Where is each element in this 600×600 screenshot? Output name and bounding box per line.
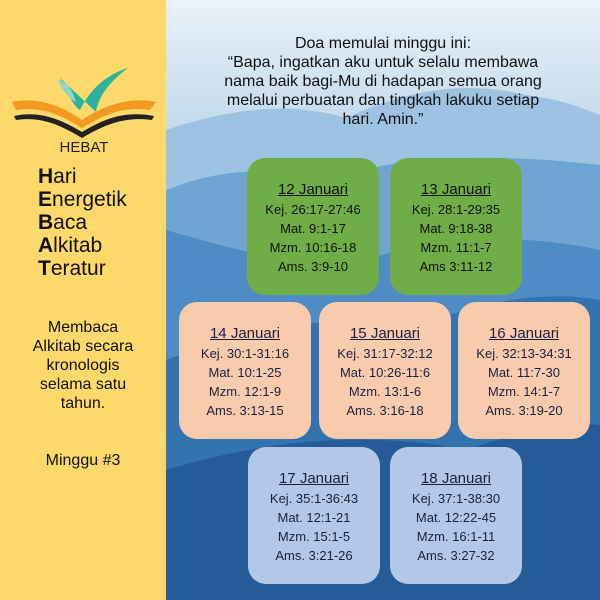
acronym-line: Baca xyxy=(38,211,88,234)
card-reading: Kej. 28:1-29:35 xyxy=(411,202,501,217)
prayer-text: Doa memulai minggu ini: “Bapa, ingatkan … xyxy=(224,35,542,128)
main-panel: Doa memulai minggu ini: “Bapa, ingatkan … xyxy=(166,0,600,600)
card-reading: Mat. 11:7-30 xyxy=(487,365,561,380)
card-reading: Mzm. 15:1-5 xyxy=(277,529,351,544)
reading-card: 15 Januari Kej. 31:17-32:12 Mat. 10:26-11:… xyxy=(319,302,451,439)
card-date: 12 Januari xyxy=(277,181,349,198)
acronym-line: Hari xyxy=(38,165,77,188)
acronym-line: Teratur xyxy=(38,257,106,280)
card-reading: Mat. 9:18-38 xyxy=(419,221,493,236)
card-reading: Kej. 26:17-27:46 xyxy=(265,202,361,217)
acronym-line: Energetik xyxy=(38,188,127,211)
reading-card: 16 Januari Kej. 32:13-34:31 Mat. 11:7-30 Mz… xyxy=(458,302,590,439)
reading-card: 17 Januari Kej. 35:1-36:43 Mat. 12:1-21 Mzm… xyxy=(248,447,380,584)
description: Membaca Alkitab secara kronologis selama sa… xyxy=(32,319,134,412)
card-reading: Kej. 35:1-36:43 xyxy=(269,491,359,506)
card-reading: Ams. 3:19-20 xyxy=(485,403,563,418)
card-reading: Mat. 12:1-21 xyxy=(277,510,351,525)
card-reading: Ams 3:11-12 xyxy=(419,259,493,274)
card-reading: Mzm. 16:1-11 xyxy=(416,529,496,544)
card-reading: Mzm. 14:1-7 xyxy=(487,384,561,399)
card-date: 13 Januari xyxy=(420,181,492,198)
card-reading: Kej. 31:17-32:12 xyxy=(337,346,433,361)
card-reading: Mat. 12:22-45 xyxy=(415,510,497,525)
card-reading: Kej. 32:13-34:31 xyxy=(476,346,572,361)
card-date: 17 Januari xyxy=(278,470,350,487)
reading-card: 14 Januari Kej. 30:1-31:16 Mat. 10:1-25 Mzm… xyxy=(179,302,311,439)
hebat-logo: HEBAT xyxy=(12,68,156,155)
card-reading: Mzm. 11:1-7 xyxy=(420,240,492,255)
card-date: 15 Januari xyxy=(349,325,421,342)
card-reading: Ams. 3:21-26 xyxy=(275,548,353,563)
card-date: 14 Januari xyxy=(209,325,281,342)
card-date: 16 Januari xyxy=(488,325,560,342)
card-reading: Kej. 30:1-31:16 xyxy=(200,346,290,361)
card-reading: Mzm. 12:1-9 xyxy=(208,384,282,399)
acronym: Hari Energetik Baca Alkitab Teratur xyxy=(38,165,127,280)
card-reading: Mat. 10:1-25 xyxy=(208,365,282,380)
card-reading: Ams. 3:9-10 xyxy=(277,259,349,274)
left-panel: HEBAT Hari Energetik Baca Alkitab Teratu… xyxy=(0,0,166,600)
reading-card: 18 Januari Kej. 37:1-38:30 Mat. 12:22-45 Mz… xyxy=(390,447,522,584)
card-date: 18 Januari xyxy=(420,470,492,487)
card-reading: Mat. 9:1-17 xyxy=(280,221,346,236)
card-reading: Ams. 3:16-18 xyxy=(346,403,424,418)
card-reading: Mat. 10:26-11:6 xyxy=(339,365,431,380)
card-reading: Ams. 3:27-32 xyxy=(417,548,495,563)
reading-card: 12 Januari Kej. 26:17-27:46 Mat. 9:1-17 Mzm… xyxy=(247,158,379,295)
logo-text: HEBAT xyxy=(60,139,109,155)
card-reading: Mzm. 13:1-6 xyxy=(348,384,422,399)
acronym-line: Alkitab xyxy=(38,234,103,257)
card-reading: Ams. 3:13-15 xyxy=(206,403,284,418)
card-reading: Mzm. 10:16-18 xyxy=(269,240,357,255)
week-label: Minggu #3 xyxy=(45,452,121,469)
card-reading: Kej. 37:1-38:30 xyxy=(411,491,501,506)
reading-card: 13 Januari Kej. 28:1-29:35 Mat. 9:18-38 Mzm… xyxy=(390,158,522,295)
